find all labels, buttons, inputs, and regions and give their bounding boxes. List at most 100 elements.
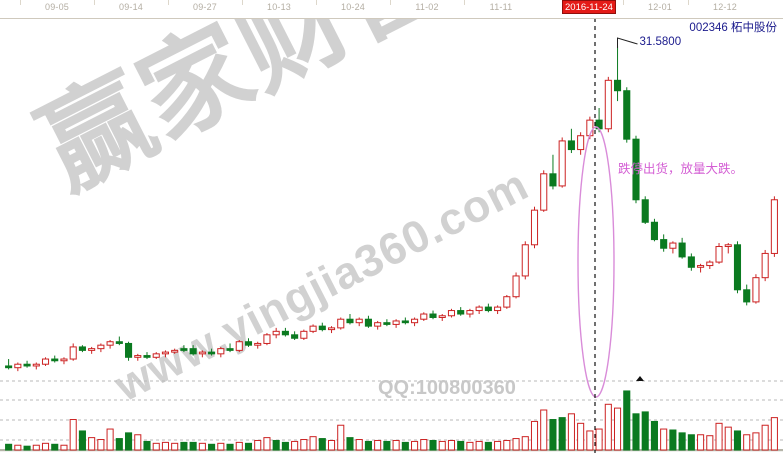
candlestick[interactable]: [521, 244, 529, 277]
volume-bar[interactable]: [226, 443, 234, 451]
candlestick[interactable]: [697, 265, 705, 268]
volume-bar[interactable]: [125, 432, 133, 451]
candlestick[interactable]: [327, 327, 336, 331]
volume-bar[interactable]: [706, 435, 714, 451]
candlestick[interactable]: [678, 242, 686, 258]
candlestick[interactable]: [5, 365, 13, 369]
candlestick[interactable]: [23, 363, 31, 367]
volume-bar[interactable]: [733, 430, 742, 451]
volume-bar[interactable]: [41, 442, 50, 451]
volume-bar[interactable]: [420, 439, 428, 451]
candlestick[interactable]: [761, 252, 769, 279]
volume-bar[interactable]: [623, 390, 631, 451]
volume-bar[interactable]: [51, 443, 59, 451]
volume-bar[interactable]: [577, 422, 585, 451]
volume-bar[interactable]: [466, 441, 474, 451]
candlestick[interactable]: [549, 173, 557, 187]
volume-bar[interactable]: [244, 442, 253, 451]
candlestick[interactable]: [438, 315, 446, 318]
volume-bar[interactable]: [355, 439, 363, 451]
candlestick[interactable]: [484, 306, 492, 312]
candlestick[interactable]: [715, 246, 723, 263]
volume-bar[interactable]: [438, 440, 446, 451]
candlestick[interactable]: [374, 322, 382, 327]
volume-bar[interactable]: [318, 438, 326, 451]
candlestick[interactable]: [401, 320, 409, 324]
volume-bar[interactable]: [586, 430, 594, 451]
volume-bar[interactable]: [272, 439, 280, 451]
candlestick[interactable]: [281, 330, 289, 336]
candlestick[interactable]: [770, 199, 778, 254]
volume-bar[interactable]: [604, 403, 612, 451]
volume-bar[interactable]: [383, 440, 391, 451]
candlestick[interactable]: [78, 346, 86, 351]
candlestick[interactable]: [226, 348, 234, 351]
candlestick[interactable]: [143, 355, 151, 358]
candlestick[interactable]: [309, 325, 317, 332]
candlestick[interactable]: [355, 318, 363, 324]
candlestick[interactable]: [300, 330, 308, 339]
volume-bar[interactable]: [530, 420, 539, 451]
candlestick[interactable]: [97, 344, 105, 350]
volume-bar[interactable]: [309, 436, 317, 451]
candlestick[interactable]: [466, 310, 474, 315]
volume-bar[interactable]: [595, 428, 603, 451]
candlestick[interactable]: [743, 289, 751, 303]
candlestick[interactable]: [125, 342, 133, 358]
volume-bar[interactable]: [761, 424, 769, 451]
volume-bar[interactable]: [5, 443, 13, 451]
volume-bar[interactable]: [346, 437, 354, 451]
volume-bar[interactable]: [374, 439, 382, 451]
volume-bar[interactable]: [364, 440, 372, 451]
candlestick[interactable]: [208, 351, 216, 355]
volume-bar[interactable]: [669, 429, 677, 451]
date-axis[interactable]: 09-05 09-14 09-27 10-13 10-24 11-02 11-11 12-01…: [0, 0, 783, 19]
candlestick[interactable]: [660, 239, 668, 249]
volume-bar[interactable]: [512, 438, 520, 451]
volume-bar[interactable]: [152, 442, 160, 451]
candlestick[interactable]: [346, 318, 354, 324]
candlestick[interactable]: [134, 355, 142, 358]
volume-bar[interactable]: [171, 442, 179, 451]
candlestick[interactable]: [180, 348, 188, 351]
volume-bar[interactable]: [115, 438, 123, 451]
volume-bar[interactable]: [494, 440, 502, 451]
candlestick[interactable]: [641, 199, 649, 223]
volume-bar[interactable]: [281, 441, 289, 451]
volume-bar[interactable]: [106, 428, 114, 451]
volume-bar[interactable]: [484, 441, 492, 451]
volume-bars[interactable]: [5, 390, 778, 451]
candlestick[interactable]: [32, 363, 40, 367]
volume-bar[interactable]: [411, 440, 419, 451]
candlestick[interactable]: [558, 140, 566, 187]
volume-bar[interactable]: [392, 439, 400, 451]
candlestick[interactable]: [41, 358, 50, 365]
volume-bar[interactable]: [327, 439, 336, 451]
candlestick[interactable]: [217, 348, 225, 355]
candlestick[interactable]: [494, 306, 502, 312]
volume-bar[interactable]: [724, 426, 732, 451]
volume-bar[interactable]: [752, 432, 760, 451]
candlestick[interactable]: [115, 341, 123, 344]
volume-bar[interactable]: [715, 422, 723, 451]
candlestick[interactable]: [650, 221, 658, 241]
candlestick[interactable]: [447, 310, 456, 317]
candlestick[interactable]: [254, 342, 262, 346]
volume-bar[interactable]: [632, 413, 640, 451]
volume-bar[interactable]: [660, 428, 668, 451]
volume-bar[interactable]: [429, 439, 437, 451]
candlestick[interactable]: [263, 334, 271, 344]
candlestick[interactable]: [733, 244, 742, 291]
volume-bar[interactable]: [14, 444, 22, 451]
volume-bar[interactable]: [457, 440, 465, 451]
candlestick[interactable]: [337, 318, 345, 329]
candlestick[interactable]: [530, 209, 539, 246]
candlestick-chart-canvas[interactable]: [0, 18, 783, 453]
candlestick[interactable]: [14, 363, 22, 369]
volume-bar[interactable]: [300, 439, 308, 451]
candlestick[interactable]: [724, 244, 732, 248]
candlestick[interactable]: [429, 313, 437, 318]
volume-bar[interactable]: [208, 443, 216, 451]
volume-bar[interactable]: [134, 434, 142, 451]
candlestick[interactable]: [604, 79, 612, 130]
